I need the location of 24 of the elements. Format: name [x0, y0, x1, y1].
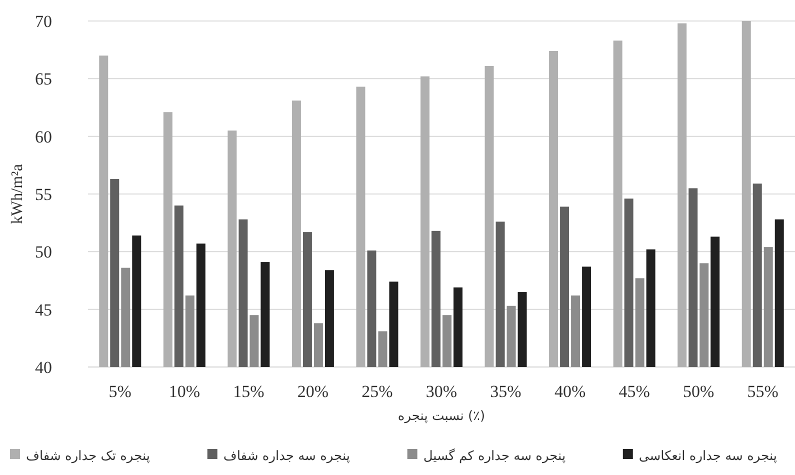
- y-tick-label: 60: [35, 127, 52, 146]
- x-tick-label: 10%: [168, 382, 200, 401]
- y-tick-label: 65: [35, 70, 52, 89]
- x-tick-label: 45%: [618, 382, 650, 401]
- y-axis-title: kWh/m²a: [9, 164, 26, 224]
- x-tick-label: 25%: [362, 382, 393, 401]
- legend-label: پنجره تک جداره شفاف: [26, 449, 150, 464]
- legend-label: پنجره سه جداره کم گسیل: [423, 448, 566, 464]
- legend-label: پنجره سه جداره انعکاسی: [638, 449, 778, 464]
- legend-label: پنجره سه جداره شفاف: [223, 449, 350, 464]
- x-tick-label: 35%: [490, 382, 522, 401]
- x-tick-label: 15%: [233, 382, 264, 401]
- x-tick-label: 5%: [108, 382, 132, 401]
- x-tick-label: 55%: [747, 382, 778, 401]
- x-tick-label: 20%: [297, 382, 329, 401]
- x-tick-label: 50%: [683, 382, 714, 401]
- y-tick-label: 70: [35, 12, 52, 31]
- y-tick-label: 40: [35, 358, 52, 377]
- x-tick-label: 30%: [426, 382, 458, 401]
- x-tick-label: 40%: [554, 382, 586, 401]
- y-tick-label: 55: [35, 185, 52, 204]
- y-tick-label: 50: [35, 242, 52, 262]
- x-axis-title: نسبت پنجره (٪): [398, 409, 486, 424]
- y-tick-label: 45: [35, 300, 52, 320]
